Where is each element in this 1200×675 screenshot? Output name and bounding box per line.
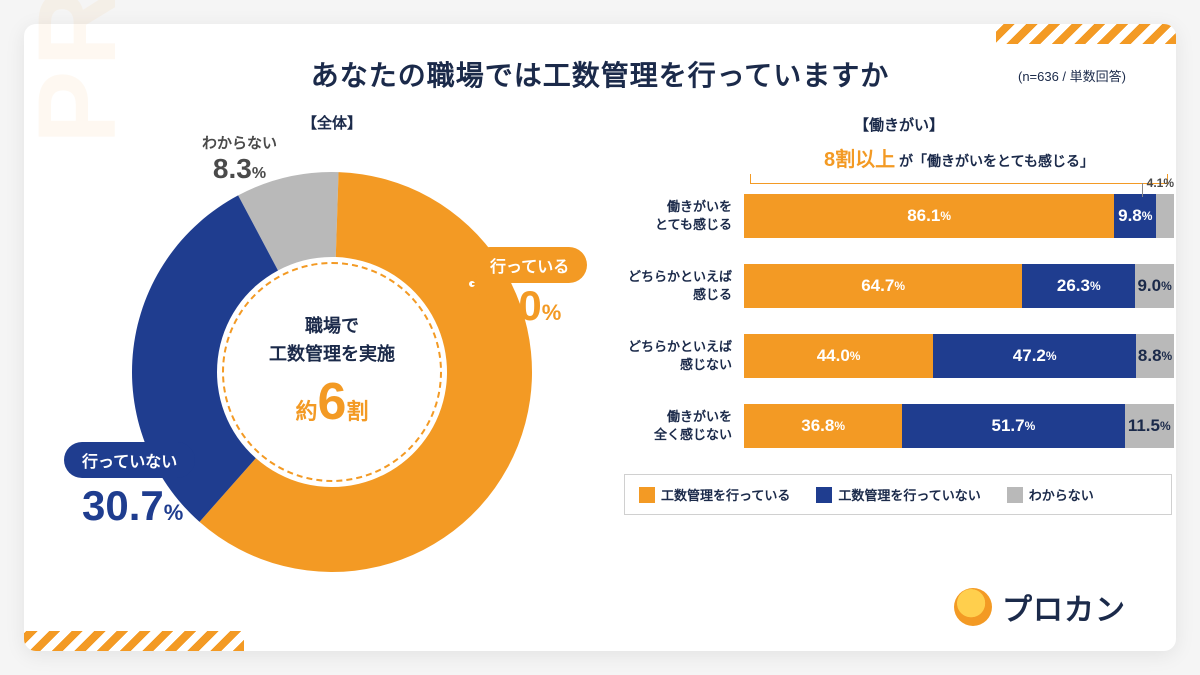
bars-chart-area: 【働きがい】 8割以上 が「働きがいをとても感じる」 働きがいをとても感じる86… (624, 114, 1174, 515)
decor-stripe-top (996, 24, 1176, 44)
bar-row-label: 働きがいをとても感じる (624, 198, 744, 233)
bar-segment-blue: 26.3% (1022, 264, 1135, 308)
bar-segment-blue: 51.7% (902, 404, 1124, 448)
brand-icon (954, 588, 992, 626)
bar-segment-blue: 9.8% (1114, 194, 1156, 238)
bars-callout-underline (750, 174, 1168, 184)
bar-row: 働きがいをとても感じる86.1%9.8%4.1% (624, 194, 1174, 238)
bar-segment-orange: 44.0% (744, 334, 933, 378)
bar-segment-orange: 86.1% (744, 194, 1114, 238)
bar-row-label: どちらかといえば感じない (624, 338, 744, 373)
stacked-bar: 44.0%47.2%8.8% (744, 334, 1174, 378)
legend-item: 工数管理を行っていない (816, 485, 980, 504)
bar-segment-gray: 9.0% (1135, 264, 1174, 308)
bar-segment-orange: 64.7% (744, 264, 1022, 308)
legend-swatch (816, 487, 832, 503)
legend-item: わからない (1007, 485, 1094, 504)
donut-not-badge: 行っていない (64, 442, 195, 478)
bar-segment-gray: 8.8% (1136, 334, 1174, 378)
ghost-brand-right: PROCAN (1186, 110, 1200, 611)
brand-text: プロカン (1002, 585, 1126, 629)
stacked-bar: 64.7%26.3%9.0% (744, 264, 1174, 308)
donut-chart-area: 【全体】 わからない 8.3% 職場で 工数管理を実施 約6割 行っ (72, 112, 592, 612)
donut-doing-value: 61.0% (460, 282, 561, 330)
bar-segment-orange: 36.8% (744, 404, 902, 448)
brand-logo: プロカン (954, 585, 1126, 629)
donut-center-caption: 職場で 工数管理を実施 約6割 (222, 262, 442, 482)
donut-doing-badge: 行っている (472, 247, 587, 283)
bar-segment-gray (1156, 194, 1174, 238)
bar-row-label: 働きがいを全く感じない (624, 408, 744, 443)
bar-row: どちらかといえば感じる64.7%26.3%9.0% (624, 264, 1174, 308)
bars-legend: 工数管理を行っている 工数管理を行っていない わからない (624, 474, 1172, 515)
decor-stripe-bottom (24, 631, 244, 651)
stacked-bar: 86.1%9.8%4.1% (744, 194, 1174, 238)
infographic-card: PROCAN PROCAN あなたの職場では工数管理を行っていますか (n=63… (24, 24, 1176, 651)
bars-rows-container: 働きがいをとても感じる86.1%9.8%4.1%どちらかといえば感じる64.7%… (624, 194, 1174, 448)
legend-swatch (639, 487, 655, 503)
page-title: あなたの職場では工数管理を行っていますか (24, 54, 1176, 94)
stacked-bar: 36.8%51.7%11.5% (744, 404, 1174, 448)
bar-row: どちらかといえば感じない44.0%47.2%8.8% (624, 334, 1174, 378)
bar-external-label: 4.1% (1142, 176, 1174, 191)
sample-size-note: (n=636 / 単数回答) (1018, 66, 1126, 85)
bar-segment-blue: 47.2% (933, 334, 1136, 378)
bar-row: 働きがいを全く感じない36.8%51.7%11.5% (624, 404, 1174, 448)
bars-section-label: 【働きがい】 (624, 114, 1174, 135)
legend-item: 工数管理を行っている (639, 485, 790, 504)
bars-callout: 8割以上 が「働きがいをとても感じる」 (744, 143, 1174, 172)
donut-not-value: 30.7% (82, 482, 183, 530)
donut-section-label: 【全体】 (302, 112, 362, 133)
legend-swatch (1007, 487, 1023, 503)
bar-segment-gray: 11.5% (1125, 404, 1174, 448)
bar-row-label: どちらかといえば感じる (624, 268, 744, 303)
